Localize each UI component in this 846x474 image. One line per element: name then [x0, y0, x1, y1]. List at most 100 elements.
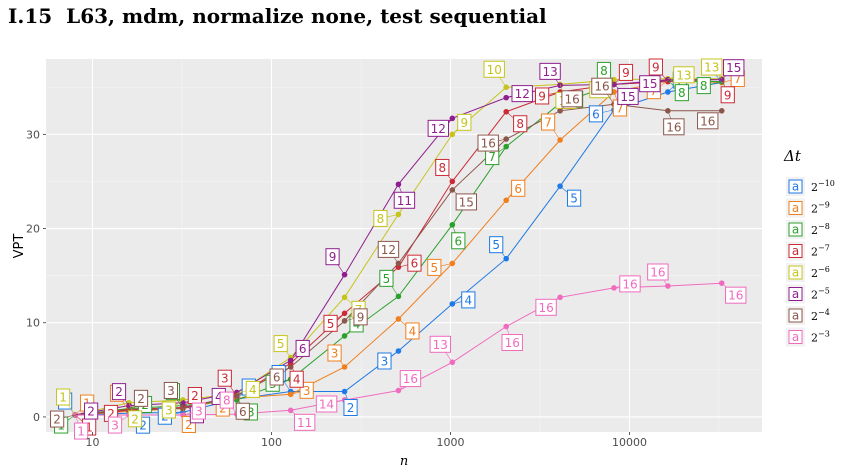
data-label-box — [511, 85, 533, 103]
data-label: 12 — [515, 87, 530, 101]
data-label: 16 — [403, 372, 418, 386]
data-label-box — [74, 422, 89, 440]
data-label-box — [269, 368, 284, 386]
legend-title: Δt — [783, 147, 802, 165]
data-label-box — [84, 402, 99, 420]
legend-label: 2−5 — [811, 287, 830, 302]
legend: Δt a 2−10 a 2−9 a 2−8 a 2−7 a 2−6 a 2−5 a 2−4 a 2−3 — [783, 147, 835, 347]
data-label-box — [566, 189, 582, 207]
data-label: 2 — [185, 418, 193, 432]
legend-key — [788, 330, 803, 344]
data-label-box — [539, 62, 561, 80]
data-label: 3 — [331, 347, 339, 361]
data-label: 2 — [87, 405, 95, 419]
data-label-box — [405, 322, 420, 340]
data-label: 13 — [433, 338, 448, 352]
data-label: 16 — [505, 336, 520, 350]
data-label-box — [111, 383, 127, 401]
data-label: 16 — [650, 266, 665, 280]
section-title: L63, mdm, normalize none, test sequentia… — [66, 4, 547, 28]
data-label: 3 — [221, 372, 229, 386]
y-tick-label: 30 — [26, 128, 40, 141]
data-label: 3 — [247, 405, 255, 419]
data-label-box — [50, 410, 65, 428]
x-axis-title: n — [400, 454, 408, 469]
data-label-box — [399, 370, 422, 388]
y-tick-label: 0 — [33, 411, 40, 424]
x-axis: 10 100 1000 10000 — [85, 432, 647, 449]
section-heading: I.15 L63, mdm, normalize none, test seque… — [8, 4, 547, 28]
data-label-box — [427, 258, 442, 276]
legend-key — [788, 287, 803, 301]
data-label-box — [427, 119, 450, 137]
data-label: 6 — [514, 182, 522, 196]
legend-label: 2−10 — [811, 179, 835, 194]
data-label-box — [461, 291, 476, 309]
data-label-box — [163, 381, 178, 399]
data-label-box — [483, 60, 505, 78]
data-label-box — [235, 402, 250, 420]
data-label-box — [289, 370, 304, 388]
data-label-box — [511, 179, 526, 197]
legend-key — [788, 201, 803, 215]
data-label: 4 — [409, 324, 417, 338]
data-label: 1 — [85, 421, 93, 435]
data-label-box — [407, 254, 422, 272]
data-label: 10 — [487, 63, 502, 77]
data-label: 9 — [329, 250, 337, 264]
data-label: 2 — [137, 392, 145, 406]
data-label-box — [245, 380, 260, 398]
x-tick-label: 10 — [85, 436, 99, 449]
data-label: 3 — [167, 384, 175, 398]
data-label-box — [535, 298, 557, 316]
data-label: 9 — [538, 89, 546, 103]
data-label-box — [435, 158, 450, 176]
data-label-box — [696, 77, 711, 95]
data-label-box — [273, 335, 288, 353]
data-label: 12 — [381, 243, 396, 257]
data-label-box — [353, 308, 368, 326]
data-label-box — [56, 388, 71, 406]
data-label-box — [451, 232, 466, 250]
x-tick-label: 10000 — [612, 436, 647, 449]
data-label: 6 — [411, 257, 419, 271]
data-point — [665, 283, 671, 289]
data-label-box — [618, 63, 634, 81]
data-point — [449, 260, 456, 267]
data-label-box — [161, 401, 176, 419]
y-axis-title: VPT — [12, 234, 27, 259]
legend-key-letter: a — [792, 244, 799, 258]
y-tick-label: 20 — [26, 223, 40, 236]
data-label: 8 — [678, 86, 686, 100]
data-label: 5 — [327, 317, 335, 331]
legend-label: 2−8 — [811, 222, 830, 237]
data-label-box — [191, 402, 206, 420]
data-label-box — [127, 410, 143, 428]
data-label-box — [315, 395, 338, 413]
data-label: 8 — [700, 79, 708, 93]
data-point — [341, 364, 348, 370]
y-tick-label: 10 — [26, 317, 40, 330]
data-label: 5 — [383, 272, 391, 286]
data-label-box — [540, 113, 556, 131]
data-label-box — [619, 275, 641, 293]
legend-key-letter: a — [792, 309, 799, 323]
data-label: 7 — [544, 116, 552, 130]
data-label-box — [501, 334, 523, 352]
data-label-box — [663, 118, 685, 136]
data-label: 12 — [431, 122, 446, 136]
data-label: 15 — [726, 61, 741, 75]
legend-label: 2−3 — [811, 330, 830, 345]
legend-label: 2−6 — [811, 265, 830, 280]
data-label: 3 — [195, 405, 203, 419]
data-label-box — [457, 113, 472, 131]
data-label: 13 — [704, 61, 719, 75]
data-label: 4 — [249, 383, 257, 397]
data-label: 8 — [223, 394, 231, 408]
data-label-box — [377, 352, 392, 370]
legend-key-letter: a — [792, 287, 799, 301]
data-label-box — [701, 58, 723, 76]
data-label-box — [343, 398, 358, 416]
data-label-box — [648, 58, 663, 76]
